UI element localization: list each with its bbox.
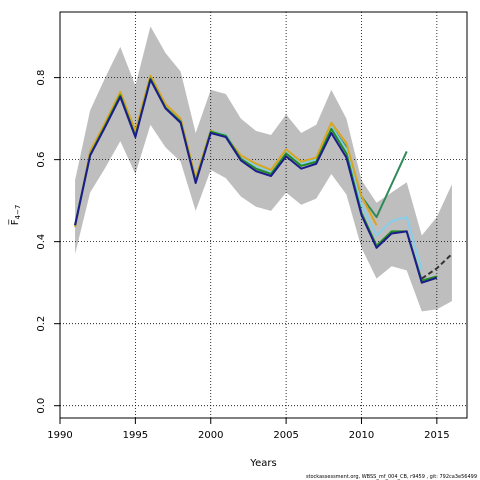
y-tick-label: 0.4: [36, 234, 47, 250]
x-tick-label: 2010: [349, 430, 374, 441]
y-axis-label-sub: 4−7: [14, 205, 22, 220]
x-tick-label: 2000: [198, 430, 223, 441]
footer-note: stockassessment.org, WBSS_mf_004_CB, r94…: [306, 474, 477, 480]
y-axis: 0.0 0.2 0.4 0.6 0.8: [36, 70, 60, 414]
x-tick-label: 2005: [273, 430, 298, 441]
x-tick-label: 1995: [123, 430, 148, 441]
y-axis-label: F̅4−7: [8, 205, 22, 226]
series-line-6: [421, 253, 453, 280]
plot-frame: [59, 11, 468, 419]
y-tick-label: 0.0: [36, 398, 47, 414]
x-axis: 1990 1995 2000 2005 2010 2015: [47, 418, 450, 441]
grid-lines: [59, 12, 467, 418]
series-line-5: [74, 78, 438, 284]
y-tick-label: 0.8: [36, 70, 47, 86]
y-tick-label: 0.2: [36, 316, 47, 332]
x-tick-label: 1990: [47, 430, 72, 441]
x-tick-label: 2015: [424, 430, 449, 441]
series-lines: [74, 74, 453, 284]
y-axis-label-main: F̅: [8, 219, 21, 226]
x-axis-label: Years: [249, 458, 276, 469]
y-tick-label: 0.6: [36, 152, 47, 168]
